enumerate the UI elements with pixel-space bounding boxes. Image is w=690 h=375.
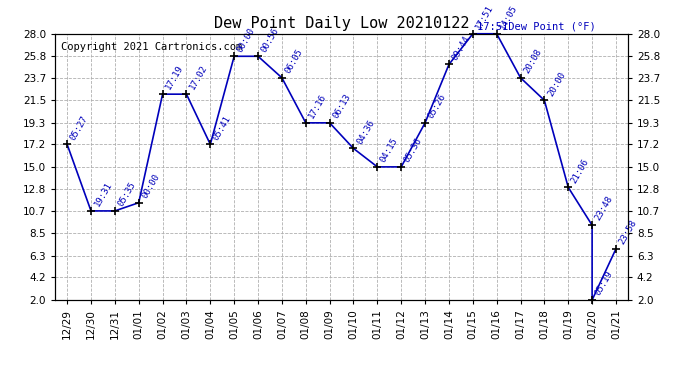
Text: 20:00: 20:00 (546, 70, 567, 98)
Text: 09:44: 09:44 (451, 34, 471, 62)
Text: 05:35: 05:35 (116, 180, 137, 208)
Text: 17:19: 17:19 (164, 64, 185, 92)
Text: 06:13: 06:13 (331, 92, 352, 120)
Text: 05:36: 05:36 (402, 136, 424, 164)
Text: 17:51Dew Point (°F): 17:51Dew Point (°F) (477, 22, 595, 32)
Text: 21:06: 21:06 (570, 157, 591, 184)
Text: 05:41: 05:41 (212, 114, 233, 142)
Text: 00:00: 00:00 (235, 26, 257, 54)
Text: 06:05: 06:05 (284, 47, 304, 75)
Text: 17:51: 17:51 (474, 3, 495, 31)
Text: 20:08: 20:08 (522, 47, 543, 75)
Text: 05:27: 05:27 (68, 114, 90, 142)
Text: 00:56: 00:56 (259, 26, 281, 54)
Text: 17:16: 17:16 (307, 92, 328, 120)
Text: 17:02: 17:02 (188, 64, 209, 92)
Title: Dew Point Daily Low 20210122: Dew Point Daily Low 20210122 (214, 16, 469, 31)
Text: 00:00: 00:00 (140, 172, 161, 200)
Text: 04:36: 04:36 (355, 118, 376, 146)
Text: 23:48: 23:48 (593, 195, 615, 222)
Text: 14:05: 14:05 (498, 3, 520, 31)
Text: 19:31: 19:31 (92, 180, 114, 208)
Text: 04:15: 04:15 (379, 136, 400, 164)
Text: Copyright 2021 Cartronics.com: Copyright 2021 Cartronics.com (61, 42, 242, 52)
Text: 05:19: 05:19 (593, 270, 615, 297)
Text: 23:58: 23:58 (618, 218, 638, 246)
Text: 05:26: 05:26 (426, 92, 448, 120)
